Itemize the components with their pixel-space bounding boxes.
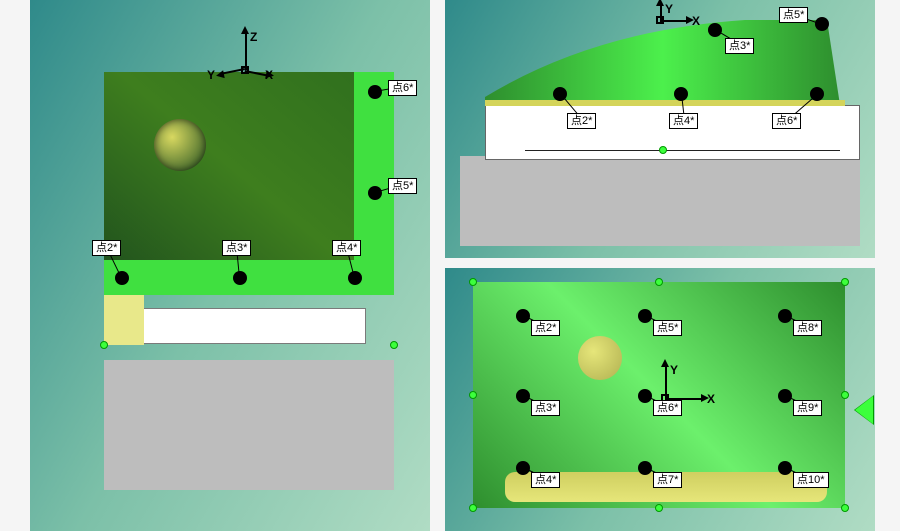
point-label-p6[interactable]: 点6* (653, 400, 682, 416)
point-label-p4[interactable]: 点4* (669, 113, 698, 129)
viewport-bottom-right[interactable]: YX 点2*点3*点4*点5*点6*点7*点8*点9*点10* (445, 268, 875, 531)
selection-handle[interactable] (100, 341, 108, 349)
point-label-p2[interactable]: 点2* (92, 240, 121, 256)
markers-layer: 点2* 点3* 点4* 点5* 点6* (30, 0, 430, 531)
point-marker-p2[interactable] (516, 309, 530, 323)
point-marker-p2[interactable] (115, 271, 129, 285)
point-label-p9[interactable]: 点9* (793, 400, 822, 416)
selection-handle[interactable] (841, 504, 849, 512)
point-marker-p3[interactable] (708, 23, 722, 37)
point-marker-p2[interactable] (553, 87, 567, 101)
point-label-p5[interactable]: 点5* (779, 7, 808, 23)
point-label-p3[interactable]: 点3* (725, 38, 754, 54)
point-label-p3[interactable]: 点3* (531, 400, 560, 416)
point-label-p5[interactable]: 点5* (388, 178, 417, 194)
point-marker-p4[interactable] (516, 461, 530, 475)
point-marker-p5[interactable] (638, 309, 652, 323)
selection-handle[interactable] (659, 146, 667, 154)
point-label-p8[interactable]: 点8* (793, 320, 822, 336)
point-marker-p7[interactable] (638, 461, 652, 475)
markers-layer: 点2* 点3* 点4* 点5* 点6* (445, 0, 875, 258)
point-label-p6[interactable]: 点6* (772, 113, 801, 129)
point-label-p7[interactable]: 点7* (653, 472, 682, 488)
selection-handle[interactable] (469, 278, 477, 286)
selection-handle[interactable] (469, 504, 477, 512)
selection-handle[interactable] (655, 504, 663, 512)
point-label-p5[interactable]: 点5* (653, 320, 682, 336)
point-marker-p8[interactable] (778, 309, 792, 323)
point-label-p10[interactable]: 点10* (793, 472, 829, 488)
viewport-left[interactable]: ZYX 点2*点3*点4*点5*点6* (30, 0, 430, 531)
point-marker-p3[interactable] (516, 389, 530, 403)
point-marker-p6[interactable] (810, 87, 824, 101)
point-marker-p10[interactable] (778, 461, 792, 475)
viewport-top-right[interactable]: YX 点2*点3*点4*点5*点6* (445, 0, 875, 258)
selection-handle[interactable] (841, 278, 849, 286)
view-cursor-icon[interactable] (855, 396, 873, 424)
point-label-p4[interactable]: 点4* (332, 240, 361, 256)
selection-handle[interactable] (390, 341, 398, 349)
selection-handle[interactable] (655, 278, 663, 286)
point-label-p4[interactable]: 点4* (531, 472, 560, 488)
selection-handle[interactable] (841, 391, 849, 399)
point-marker-p9[interactable] (778, 389, 792, 403)
point-marker-p4[interactable] (674, 87, 688, 101)
point-label-p3[interactable]: 点3* (222, 240, 251, 256)
point-marker-p4[interactable] (348, 271, 362, 285)
point-marker-p6[interactable] (368, 85, 382, 99)
point-marker-p6[interactable] (638, 389, 652, 403)
point-label-p2[interactable]: 点2* (531, 320, 560, 336)
point-label-p2[interactable]: 点2* (567, 113, 596, 129)
selection-handle[interactable] (469, 391, 477, 399)
point-label-p6[interactable]: 点6* (388, 80, 417, 96)
point-marker-p5[interactable] (368, 186, 382, 200)
markers-layer: 点2* 点3* 点4* 点5* 点6* 点7* 点8* 点9* 点10* (445, 268, 875, 531)
point-marker-p3[interactable] (233, 271, 247, 285)
point-marker-p5[interactable] (815, 17, 829, 31)
